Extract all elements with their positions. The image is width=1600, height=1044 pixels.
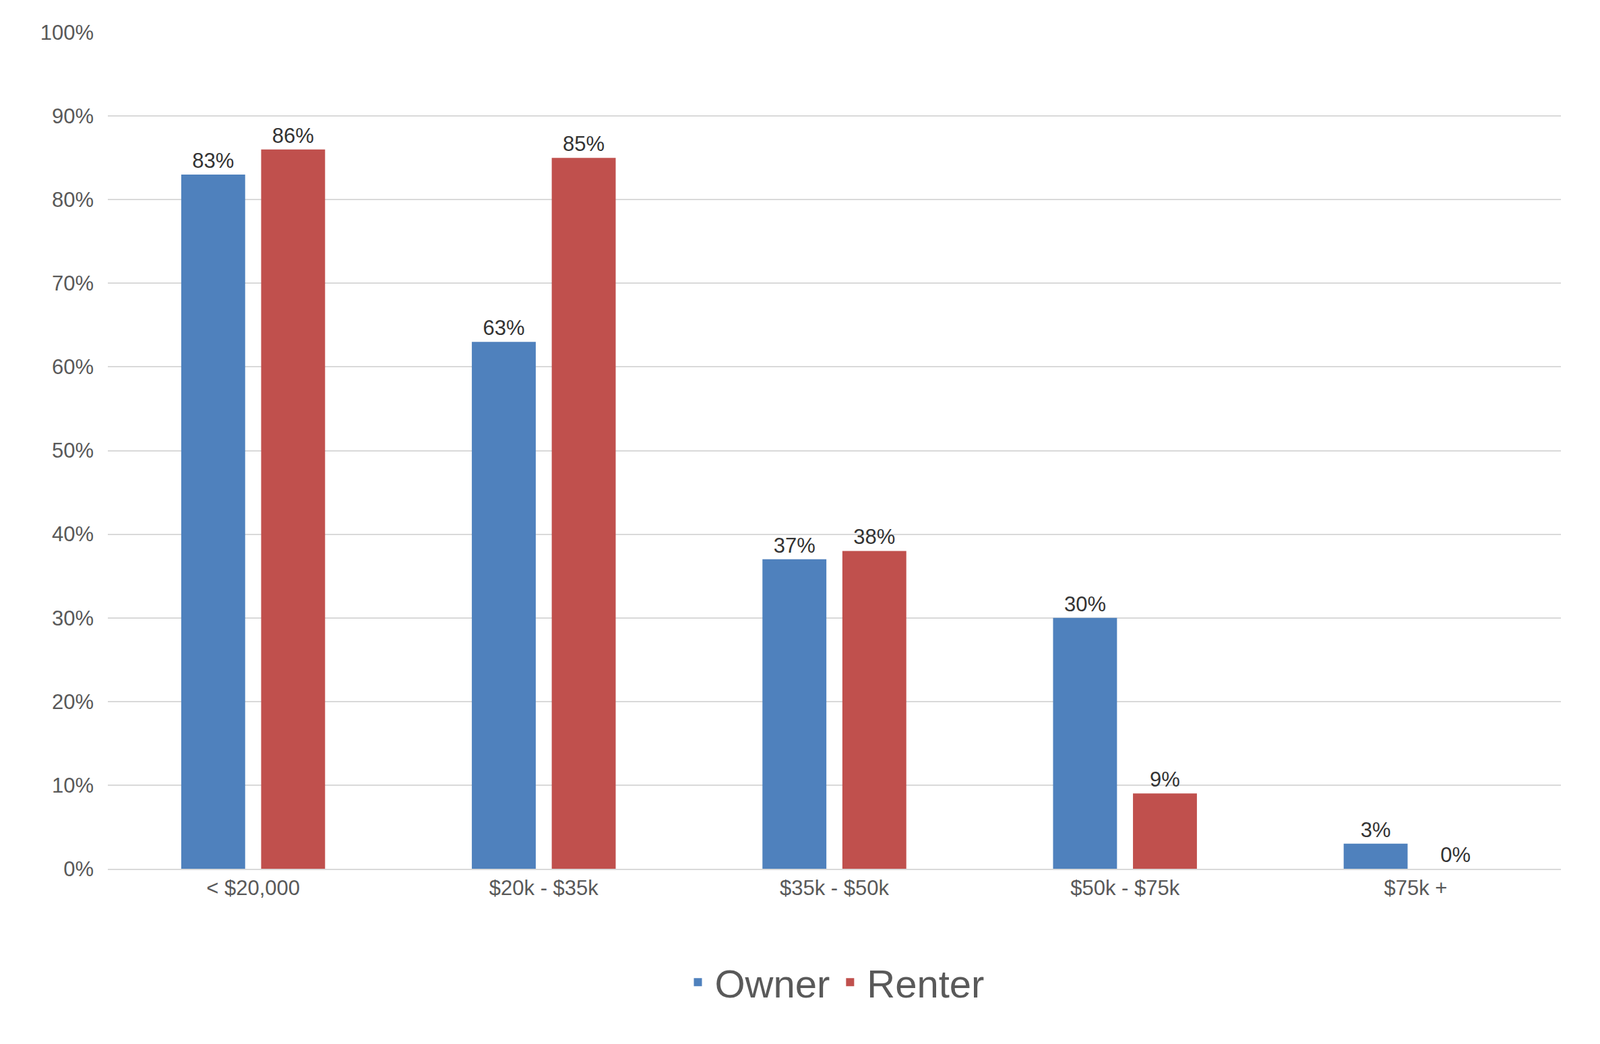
svg-text:0%: 0%: [1440, 843, 1471, 867]
svg-text:Owner: Owner: [715, 961, 831, 1006]
svg-text:86%: 86%: [272, 124, 315, 148]
svg-text:40%: 40%: [51, 522, 94, 546]
svg-text:70%: 70%: [51, 271, 94, 296]
svg-text:9%: 9%: [1149, 767, 1181, 792]
svg-text:0%: 0%: [63, 857, 94, 881]
svg-text:3%: 3%: [1360, 818, 1392, 842]
svg-text:$50k - $75k: $50k - $75k: [1070, 876, 1180, 900]
svg-text:10%: 10%: [51, 773, 94, 798]
svg-text:90%: 90%: [51, 104, 94, 129]
svg-text:$75k +: $75k +: [1383, 876, 1448, 900]
svg-text:38%: 38%: [853, 525, 896, 549]
svg-text:30%: 30%: [1064, 592, 1106, 617]
svg-text:80%: 80%: [51, 188, 94, 212]
svg-text:100%: 100%: [40, 20, 94, 45]
svg-text:$35k - $50k: $35k - $50k: [779, 876, 889, 900]
svg-text:50%: 50%: [51, 438, 94, 463]
svg-text:< $20,000: < $20,000: [206, 876, 300, 900]
svg-text:60%: 60%: [51, 355, 94, 379]
svg-text:63%: 63%: [482, 316, 525, 340]
svg-text:37%: 37%: [773, 533, 816, 558]
svg-text:20%: 20%: [51, 690, 94, 714]
svg-text:Renter: Renter: [866, 961, 984, 1006]
svg-text:$20k - $35k: $20k - $35k: [489, 876, 599, 900]
svg-text:85%: 85%: [562, 132, 605, 156]
svg-text:30%: 30%: [51, 606, 94, 631]
svg-text:83%: 83%: [192, 148, 234, 173]
